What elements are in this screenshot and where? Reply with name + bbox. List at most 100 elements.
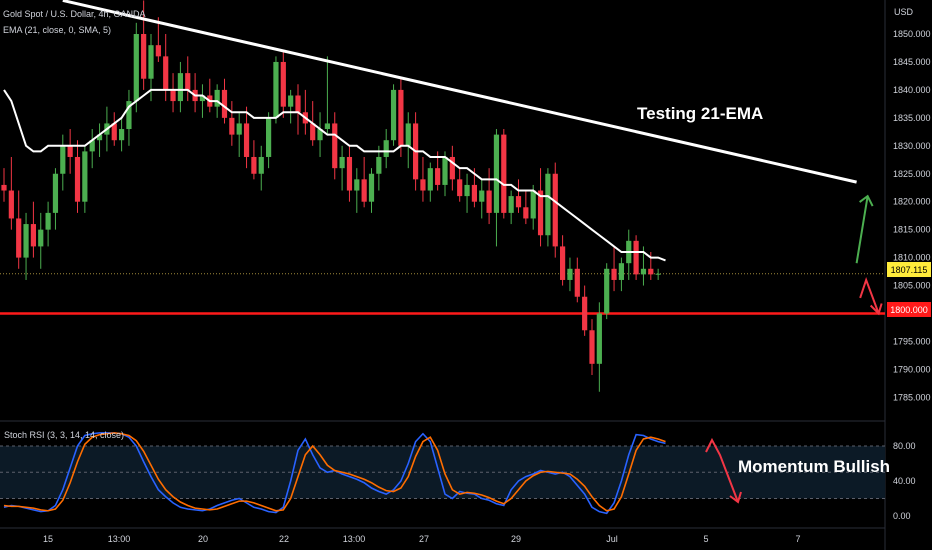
candle-body	[16, 218, 22, 258]
candle-body	[288, 95, 294, 107]
rsi-tick-label: 0.00	[893, 511, 911, 521]
candle-body	[310, 123, 316, 141]
rsi-tick-label: 40.00	[893, 476, 916, 486]
bullish-arrow-head	[859, 194, 874, 207]
candle-body	[221, 89, 228, 118]
candle-body	[89, 140, 95, 152]
price-tick-label: 1785.000	[893, 392, 931, 402]
price-tick-label: 1810.000	[893, 253, 931, 263]
candle-body	[155, 45, 161, 57]
candle-body	[449, 156, 455, 180]
time-tick-label: 22	[279, 534, 289, 544]
currency-label: USD	[894, 7, 914, 17]
candle-body	[52, 173, 59, 213]
candle-body	[442, 156, 448, 185]
candle-body	[405, 123, 411, 146]
candle-body	[390, 89, 397, 141]
price-tick-label: 1815.000	[893, 225, 931, 235]
candle-body	[133, 34, 139, 102]
rsi-band-fill	[0, 446, 885, 499]
time-tick-label: 15	[43, 534, 53, 544]
candle-body	[119, 129, 125, 141]
candle-body	[96, 134, 103, 141]
candle-body	[8, 190, 14, 219]
time-tick-label: 5	[703, 534, 708, 544]
candle-body	[266, 117, 272, 157]
candle-body	[618, 263, 624, 280]
bearish-arrow-head	[869, 303, 883, 316]
candles-layer	[1, 0, 661, 392]
candle-body	[530, 190, 536, 219]
candle-body	[126, 101, 132, 130]
price-tick-label: 1850.000	[893, 29, 931, 39]
candle-body	[251, 156, 257, 174]
candle-body	[23, 224, 29, 258]
candle-body	[611, 268, 617, 280]
candle-body	[398, 89, 404, 146]
support-price-tag	[887, 302, 931, 317]
price-tick-label: 1840.000	[893, 85, 931, 95]
time-tick-label: 20	[198, 534, 208, 544]
candle-body	[30, 224, 36, 247]
price-tick-label: 1805.000	[893, 281, 931, 291]
candle-body	[589, 330, 595, 364]
candle-body	[199, 95, 206, 102]
candle-body	[229, 117, 235, 135]
forecast-arrows-layer	[705, 194, 883, 504]
ema-annotation: Testing 21-EMA	[637, 104, 763, 123]
rsi-title: Stoch RSI (3, 3, 14, 14, close)	[4, 430, 124, 440]
rsi-tick-label: 80.00	[893, 441, 916, 451]
ema-layer	[3, 88, 666, 262]
candle-body	[655, 273, 661, 275]
candle-body	[111, 123, 117, 141]
candle-body	[633, 240, 639, 275]
candle-body	[170, 89, 176, 102]
candle-body	[177, 73, 183, 102]
candle-body	[163, 56, 169, 90]
candle-body	[648, 268, 654, 275]
price-tick-label: 1835.000	[893, 113, 931, 123]
candle-body	[464, 184, 470, 197]
candle-body	[214, 89, 220, 107]
time-tick-label: Jul	[606, 534, 618, 544]
time-tick-label: 13:00	[108, 534, 131, 544]
candle-body	[523, 207, 529, 219]
ema-indicator-label: EMA (21, close, 0, SMA, 5)	[3, 25, 111, 35]
candle-body	[508, 196, 514, 213]
descending-trendline	[62, 0, 857, 184]
candle-body	[258, 156, 264, 174]
stoch-rsi-d-line	[3, 432, 666, 512]
support-line-layer	[0, 273, 885, 315]
candle-body	[82, 151, 88, 202]
symbol-title: Gold Spot / U.S. Dollar, 4h, OANDA	[3, 9, 146, 19]
candle-body	[427, 168, 433, 191]
candle-body	[361, 179, 367, 202]
candle-body	[552, 173, 558, 247]
candle-body	[376, 156, 382, 174]
price-tick-label: 1830.000	[893, 141, 931, 151]
rsi-bearish-arrow	[705, 437, 739, 503]
candle-body	[317, 129, 323, 141]
candle-body	[457, 179, 463, 197]
candle-body	[515, 196, 522, 208]
rsi-axis: 80.00 40.00 0.00	[893, 441, 916, 521]
candle-body	[582, 296, 588, 331]
candle-body	[368, 173, 375, 202]
candle-body	[545, 173, 551, 236]
candle-body	[1, 184, 7, 191]
bullish-arrow-shaft	[855, 195, 869, 264]
support-price-value: 1800.000	[890, 305, 928, 315]
current-price-value: 1807.115	[891, 265, 928, 275]
candle-body	[148, 45, 154, 79]
time-tick-label: 29	[511, 534, 521, 544]
candle-body	[640, 268, 647, 275]
candle-body	[383, 140, 389, 157]
candle-body	[574, 268, 580, 297]
candle-body	[45, 212, 51, 230]
price-tick-label: 1790.000	[893, 364, 931, 374]
candle-body	[185, 73, 191, 90]
time-axis: 15 13:00 20 22 13:00 27 29 Jul 5 7	[43, 534, 801, 544]
price-tick-label: 1820.000	[893, 197, 931, 207]
candle-body	[295, 95, 301, 113]
